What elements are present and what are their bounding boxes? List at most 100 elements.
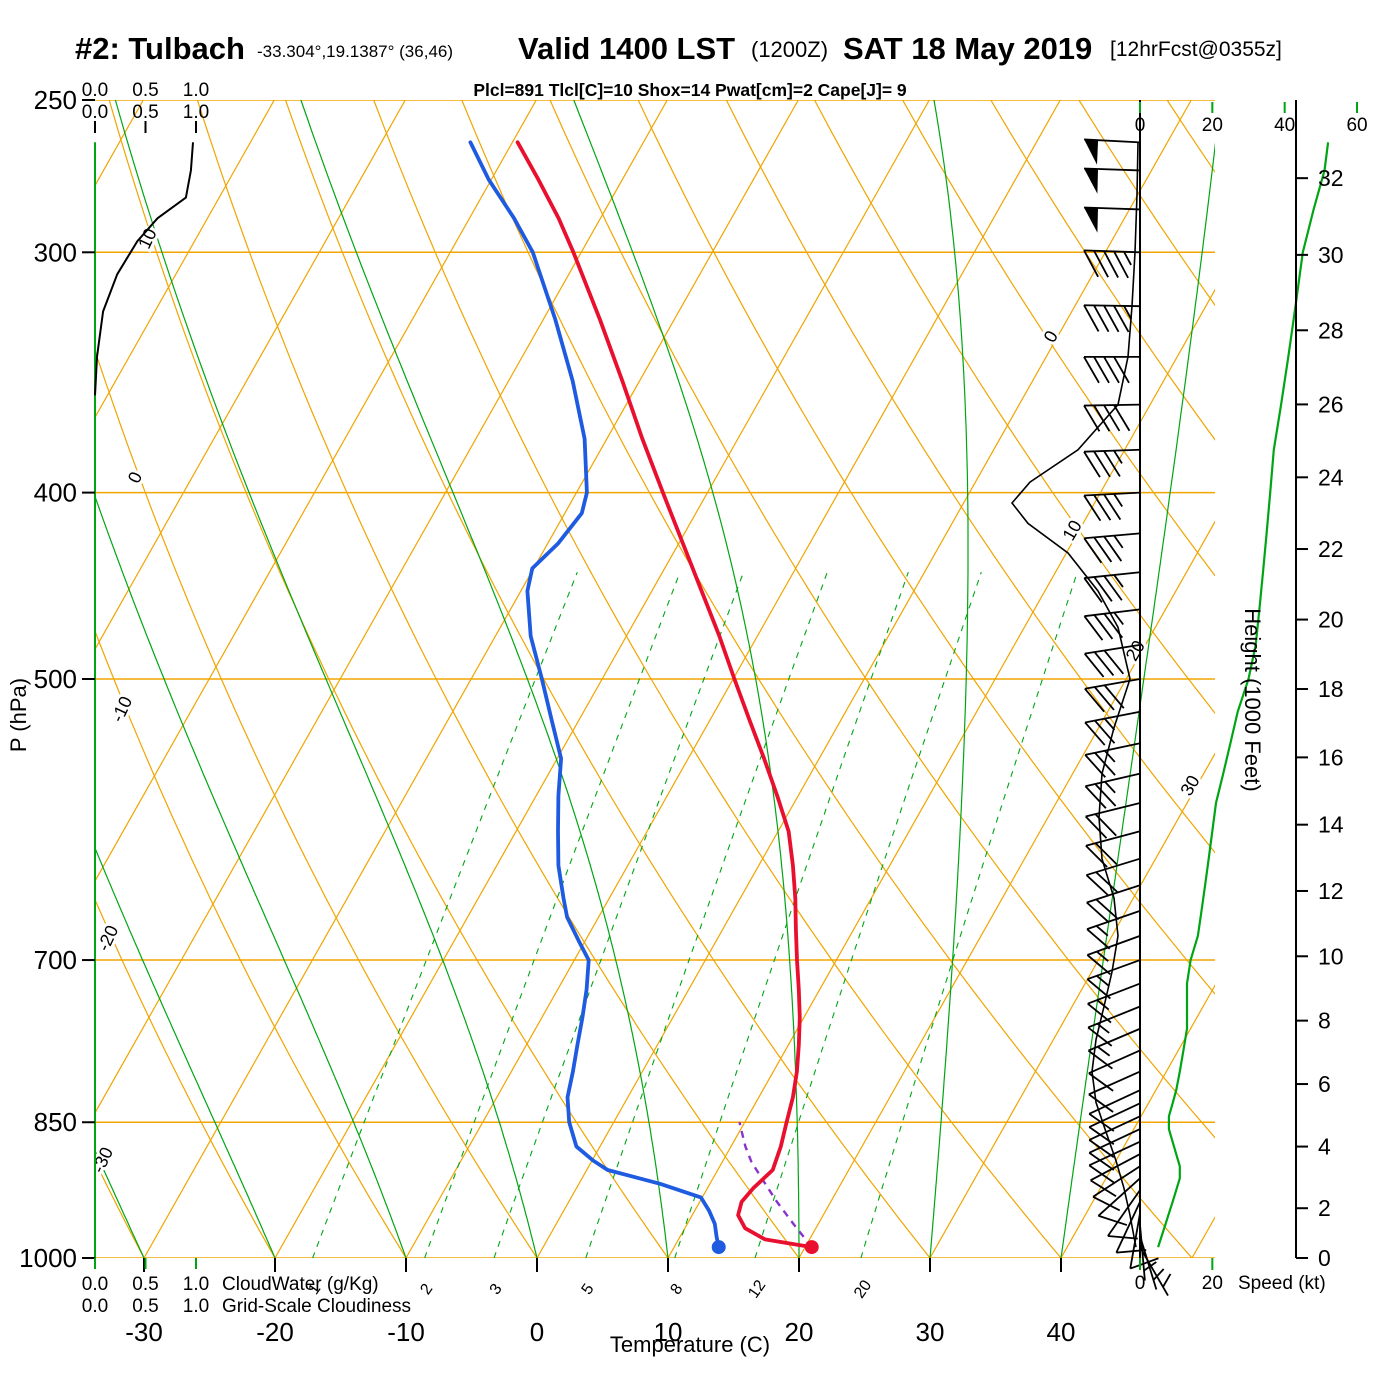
- surface-temperature-dot: [804, 1240, 819, 1255]
- temperature-tick-label: 10: [654, 1317, 683, 1347]
- speed-top-tick-label: 40: [1274, 115, 1295, 136]
- cloudwater-bottom-tick-label: 1.0: [183, 1274, 209, 1295]
- pressure-tick-label: 250: [34, 85, 77, 115]
- dry-adiabat-line: [196, 100, 800, 1258]
- height-tick-label: 30: [1318, 242, 1344, 268]
- height-tick-label: 32: [1318, 165, 1344, 191]
- dry-adiabat-line: [549, 100, 1215, 1139]
- temperature-axis-label: Temperature (C): [610, 1332, 770, 1357]
- isotherm-line: [95, 100, 537, 883]
- wind-barb: [1107, 1189, 1141, 1240]
- pressure-tick-label: 300: [34, 237, 77, 267]
- cloudiness-top-tick-label: 0.0: [82, 102, 108, 123]
- wind-barb: [1085, 830, 1141, 868]
- dry-adiabat-line: [373, 100, 1062, 1258]
- wind-barb: [1086, 910, 1141, 950]
- station-title: #2: Tulbach: [75, 31, 245, 66]
- mixing-ratio-line: [312, 571, 578, 1258]
- station-coords: -33.304°,19.1387° (36,46): [257, 42, 453, 61]
- wind-barb: [1085, 857, 1141, 897]
- height-tick-label: 26: [1318, 391, 1344, 417]
- height-axis-label: Height (1000 Feet): [1240, 608, 1265, 791]
- height-tick-label: 10: [1318, 943, 1344, 969]
- wind-barb: [1088, 1115, 1141, 1158]
- height-tick-label: 0: [1318, 1245, 1331, 1271]
- wind-barb-column: [1010, 100, 1330, 1297]
- wind-barb: [1139, 1246, 1172, 1297]
- wind-barb: [1139, 1224, 1157, 1281]
- valid-zulu: (1200Z): [751, 37, 828, 62]
- mixing-ratio-line: [424, 572, 681, 1258]
- cloudiness-bottom-tick-label: 0.0: [82, 1296, 108, 1317]
- sounding-profiles: [94, 140, 819, 1258]
- wind-barb: [1084, 206, 1141, 233]
- isotherm-line: [667, 288, 1215, 1258]
- speed-bottom-tick-label: 0: [1135, 1273, 1146, 1294]
- dry-adiabat-line: [813, 100, 1215, 715]
- wind-barb: [1087, 1005, 1141, 1047]
- dry-adiabat-line: [725, 100, 1215, 854]
- height-tick-label: 22: [1318, 536, 1344, 562]
- moist-adiabat-line: [95, 846, 276, 1258]
- wind-barb: [1084, 167, 1141, 194]
- temperature-tick-label: -30: [125, 1317, 163, 1347]
- moist-adiabat-line: [95, 1149, 145, 1258]
- wind-barb: [1083, 491, 1141, 522]
- wind-barb: [1085, 802, 1141, 839]
- wind-barb: [1083, 448, 1141, 478]
- dry-adiabat-line: [108, 100, 669, 1258]
- wind-barb: [1083, 644, 1141, 678]
- mixing-ratio-line: [860, 572, 1078, 1258]
- pressure-axis-label: P (hPa): [6, 678, 31, 752]
- skewt-background-grid: [95, 100, 1215, 1258]
- wind-barb: [1088, 1128, 1141, 1171]
- temperature-tick-label: 20: [785, 1317, 814, 1347]
- height-tick-label: 14: [1318, 812, 1344, 838]
- height-tick-label: 12: [1318, 878, 1344, 904]
- mixing-ratio-line: [754, 572, 982, 1258]
- moist-adiabat-line: [929, 100, 969, 1258]
- mixing-ratio-line: [493, 572, 745, 1258]
- cloudiness-bottom-tick-label: 1.0: [183, 1296, 209, 1317]
- isotherm-line: [274, 100, 930, 1258]
- temperature-tick-label: 0: [530, 1317, 544, 1347]
- wind-barb: [1084, 772, 1141, 809]
- cloudiness-label: Grid-Scale Cloudiness: [222, 1296, 411, 1317]
- cloudwater-top-tick-label: 0.0: [82, 80, 108, 101]
- mixing-ratio-line: [674, 572, 909, 1258]
- valid-date: SAT 18 May 2019: [843, 31, 1092, 66]
- valid-time: Valid 1400 LST: [518, 31, 735, 66]
- temperature-tick-label: -10: [387, 1317, 425, 1347]
- wind-barb: [1083, 571, 1141, 603]
- temperature-tick-label: 40: [1047, 1317, 1076, 1347]
- isotherm-line: [929, 752, 1215, 1258]
- isotherm-line: [95, 100, 668, 1115]
- cloudiness-curve: [94, 142, 194, 396]
- moist-adiabat-line: [300, 100, 669, 1258]
- isotherm-line: [95, 100, 406, 651]
- wind-barb: [1115, 1201, 1147, 1254]
- wind-barb: [1083, 532, 1141, 564]
- moist-adiabat-line: [114, 100, 538, 1258]
- temperature-tick-label: 30: [916, 1317, 945, 1347]
- height-tick-label: 6: [1318, 1071, 1331, 1097]
- wind-barb: [1086, 935, 1141, 975]
- temperature-curve: [515, 140, 814, 1249]
- wind-barb: [1084, 678, 1141, 713]
- isotherm-line: [95, 100, 275, 419]
- speed-top-tick-label: 60: [1346, 115, 1367, 136]
- cloudwater-top-tick-label: 1.0: [183, 80, 209, 101]
- pressure-tick-label: 1000: [19, 1243, 77, 1273]
- moist-adiabat-line: [95, 494, 407, 1258]
- height-tick-label: 8: [1318, 1008, 1331, 1034]
- wind-barb: [1088, 1049, 1141, 1092]
- dewpoint-curve: [468, 140, 721, 1249]
- height-tick-label: 18: [1318, 676, 1344, 702]
- wind-barb: [1088, 1102, 1141, 1145]
- temperature-tick-label: -20: [256, 1317, 294, 1347]
- cloudwater-label: CloudWater (g/Kg): [222, 1274, 379, 1295]
